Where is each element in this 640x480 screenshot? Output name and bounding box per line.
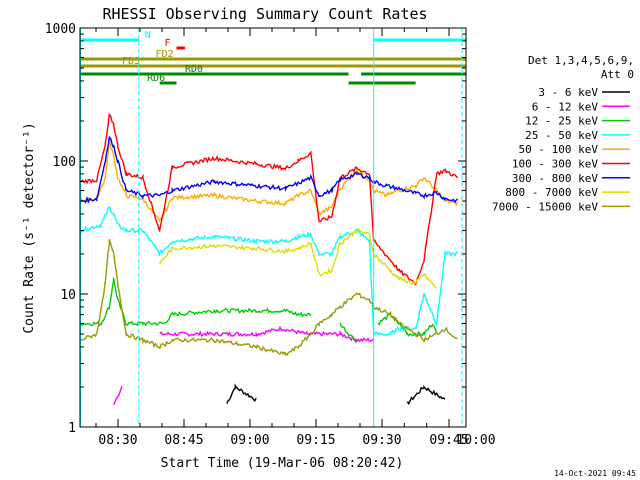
flag-label-f: F bbox=[165, 38, 171, 49]
vertical-markers bbox=[80, 28, 463, 427]
y-axis-label: Count Rate (s⁻¹ detector⁻¹) bbox=[22, 122, 37, 333]
series-line-4 bbox=[80, 139, 459, 224]
x-tick-label-2: 09:00 bbox=[230, 433, 269, 448]
chart-title: RHESSI Observing Summary Count Rates bbox=[102, 5, 427, 23]
flag-label-fd2: FD2 bbox=[156, 49, 174, 60]
y-tick-label-2: 100 bbox=[53, 155, 76, 170]
y-tick-label-3: 1000 bbox=[45, 22, 76, 37]
legend-label-6: 300 - 800 keV bbox=[512, 172, 598, 185]
series-line-2 bbox=[80, 277, 438, 341]
y-tick-label-1: 10 bbox=[60, 288, 76, 303]
footer-date: 14-Oct-2021 09:45 bbox=[554, 469, 636, 478]
x-tick-label-4: 09:30 bbox=[362, 433, 401, 448]
axes: 1 10 100 1000 08:30 08:45 09:00 09:15 09:30 09:45… bbox=[45, 22, 496, 448]
series-line-3 bbox=[80, 206, 458, 337]
legend-label-3: 25 - 50 keV bbox=[525, 129, 598, 142]
legend-label-4: 50 - 100 keV bbox=[519, 143, 599, 156]
flag-label-fd3: FD3 bbox=[122, 56, 140, 67]
y-tick-label-0: 1 bbox=[68, 421, 76, 436]
series-line-1 bbox=[112, 325, 375, 406]
series-line-0 bbox=[226, 383, 446, 406]
legend-title-line-0: Det 1,3,4,5,6,9, bbox=[528, 54, 634, 67]
flag-label-n: N bbox=[145, 30, 151, 41]
series-line-8 bbox=[80, 239, 458, 357]
plot-frame bbox=[79, 27, 467, 428]
legend-label-8: 7000 - 15000 keV bbox=[492, 200, 598, 213]
x-tick-label-6: 10:00 bbox=[456, 433, 495, 448]
series-line-7 bbox=[159, 227, 437, 289]
x-tick-label-0: 08:30 bbox=[98, 433, 137, 448]
x-tick-label-5: 09:45 bbox=[429, 433, 468, 448]
series-line-6 bbox=[80, 136, 459, 204]
x-axis-label: Start Time (19-Mar-06 08:20:42) bbox=[161, 456, 404, 471]
legend-label-5: 100 - 300 keV bbox=[512, 158, 598, 171]
legend-label-2: 12 - 25 keV bbox=[525, 115, 598, 128]
series-line-5 bbox=[80, 113, 459, 286]
legend-title-line-1: Att 0 bbox=[601, 68, 634, 81]
legend-label-0: 3 - 6 keV bbox=[538, 86, 598, 99]
x-tick-label-3: 09:15 bbox=[296, 433, 335, 448]
legend-label-1: 6 - 12 keV bbox=[532, 100, 599, 113]
flag-label-rd0: RD0 bbox=[185, 64, 203, 75]
legend-label-7: 800 - 7000 keV bbox=[505, 186, 598, 199]
series-lines bbox=[80, 113, 459, 406]
flag-label-rd6: RD6 bbox=[147, 73, 165, 84]
x-tick-label-1: 08:45 bbox=[164, 433, 203, 448]
